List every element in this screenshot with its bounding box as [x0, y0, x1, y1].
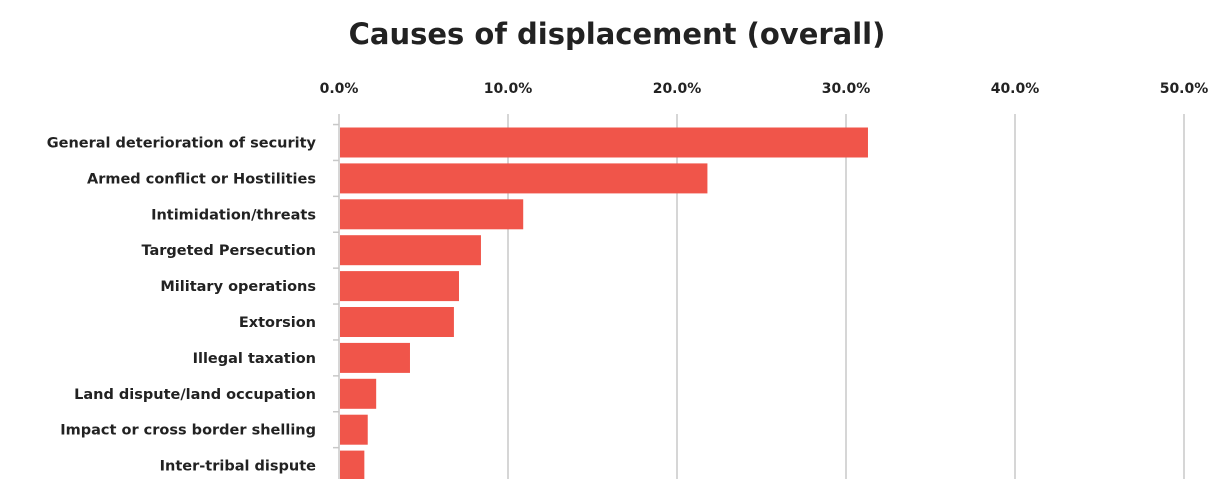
bar — [340, 450, 365, 479]
category-label: Armed conflict or Hostilities — [87, 171, 316, 187]
category-label: Land dispute/land occupation — [74, 387, 316, 403]
bar — [340, 127, 868, 158]
x-axis-ticks: 0.0% 10.0% 20.0% 30.0% 40.0% 50.0% — [320, 81, 1209, 97]
category-label: Intimidation/threats — [151, 207, 316, 223]
category-label: Illegal taxation — [193, 351, 316, 367]
category-label: Inter-tribal dispute — [160, 459, 317, 475]
category-labels: General deterioration of security Armed c… — [47, 136, 317, 475]
category-label: Extorsion — [239, 315, 316, 331]
x-tick-label: 30.0% — [822, 81, 871, 97]
x-tick-label: 0.0% — [320, 81, 359, 97]
bar — [340, 342, 410, 373]
bar — [340, 378, 377, 409]
bar — [340, 163, 708, 194]
bar — [340, 235, 481, 266]
bar — [340, 199, 524, 230]
category-label: Military operations — [160, 279, 316, 295]
category-label: Targeted Persecution — [141, 243, 316, 259]
bar — [340, 414, 368, 445]
x-tick-label: 20.0% — [653, 81, 702, 97]
x-tick-label: 40.0% — [991, 81, 1040, 97]
bar — [340, 271, 459, 302]
x-tick-label: 10.0% — [484, 81, 533, 97]
category-label: General deterioration of security — [47, 136, 317, 152]
x-tick-label: 50.0% — [1160, 81, 1209, 97]
bars — [340, 127, 868, 479]
bar — [340, 307, 454, 337]
chart-title: Causes of displacement (overall) — [349, 17, 886, 51]
category-label: Impact or cross border shelling — [60, 423, 316, 439]
